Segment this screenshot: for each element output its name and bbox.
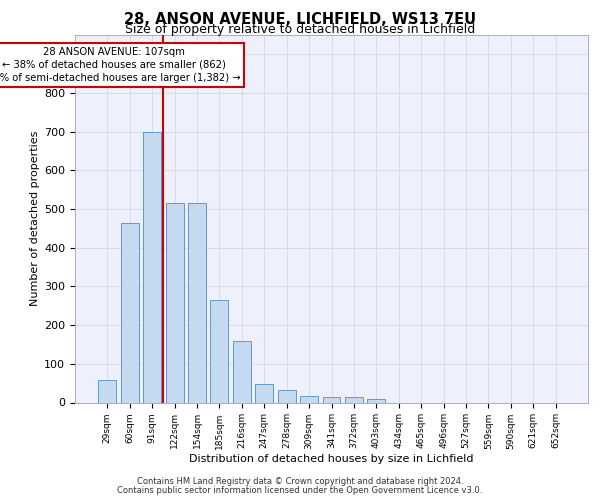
Text: Contains public sector information licensed under the Open Government Licence v3: Contains public sector information licen… [118, 486, 482, 495]
Bar [166, 204, 184, 402]
Bar [345, 396, 363, 402]
Bar [188, 204, 206, 402]
Y-axis label: Number of detached properties: Number of detached properties [30, 131, 40, 306]
Bar [323, 396, 340, 402]
Bar [255, 384, 273, 402]
Bar [233, 340, 251, 402]
Bar [98, 380, 116, 402]
Bar [367, 400, 385, 402]
Text: 28, ANSON AVENUE, LICHFIELD, WS13 7EU: 28, ANSON AVENUE, LICHFIELD, WS13 7EU [124, 12, 476, 28]
Bar [211, 300, 229, 402]
Text: Size of property relative to detached houses in Lichfield: Size of property relative to detached ho… [125, 22, 475, 36]
Bar [278, 390, 296, 402]
Bar [300, 396, 318, 402]
Bar [121, 222, 139, 402]
X-axis label: Distribution of detached houses by size in Lichfield: Distribution of detached houses by size … [189, 454, 474, 464]
Bar [143, 132, 161, 402]
Text: 28 ANSON AVENUE: 107sqm
← 38% of detached houses are smaller (862)
61% of semi-d: 28 ANSON AVENUE: 107sqm ← 38% of detache… [0, 46, 241, 83]
Text: Contains HM Land Registry data © Crown copyright and database right 2024.: Contains HM Land Registry data © Crown c… [137, 477, 463, 486]
